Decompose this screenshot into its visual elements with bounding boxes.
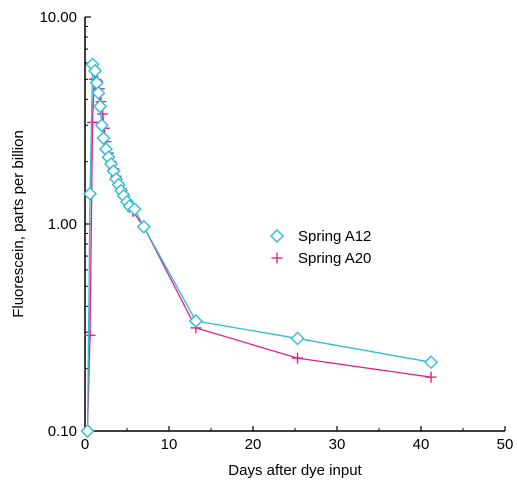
data-point-spring-a20 bbox=[292, 352, 304, 364]
data-point-spring-a12 bbox=[93, 99, 108, 114]
data-point-spring-a12 bbox=[91, 85, 106, 100]
x-tick-label: 50 bbox=[497, 436, 514, 453]
x-axis-title: Days after dye input bbox=[228, 462, 362, 479]
data-point-spring-a20 bbox=[84, 329, 96, 341]
series-layer bbox=[80, 57, 439, 438]
series-line-spring-a12 bbox=[86, 64, 432, 432]
x-axis-ticks: 0 10 20 30 40 50 bbox=[81, 426, 514, 453]
data-point-spring-a12 bbox=[290, 331, 305, 346]
data-point-spring-a12 bbox=[83, 186, 98, 201]
legend-marker-symbol bbox=[271, 252, 283, 264]
legend-label-spring-a20: Spring A20 bbox=[298, 250, 371, 267]
data-point-spring-a12 bbox=[96, 131, 111, 146]
series-line-spring-a20 bbox=[86, 78, 432, 432]
data-point-spring-a20 bbox=[87, 116, 99, 128]
x-tick-label: 0 bbox=[81, 436, 89, 453]
legend-marker-spring-a12 bbox=[270, 229, 284, 243]
x-tick-label: 20 bbox=[245, 436, 262, 453]
data-point-spring-a12 bbox=[94, 118, 109, 133]
legend-marker-symbol bbox=[270, 229, 284, 243]
legend: Spring A12 Spring A20 bbox=[270, 228, 371, 267]
x-tick-label: 30 bbox=[329, 436, 346, 453]
data-point-spring-a20 bbox=[425, 371, 437, 383]
x-tick-label: 40 bbox=[413, 436, 430, 453]
data-point-spring-a12 bbox=[188, 313, 203, 328]
y-axis-ticks: 0.10 1.00 10.00 bbox=[39, 9, 91, 440]
y-axis-title: Fluorescein, parts per billion bbox=[10, 130, 27, 318]
series-spring-a20 bbox=[82, 73, 437, 437]
series-spring-a12 bbox=[80, 57, 439, 438]
data-point-spring-a12 bbox=[127, 202, 142, 217]
legend-label-spring-a12: Spring A12 bbox=[298, 228, 371, 245]
y-tick-label: 10.00 bbox=[39, 9, 77, 26]
legend-marker-spring-a20 bbox=[271, 252, 283, 264]
y-tick-label: 0.10 bbox=[48, 423, 77, 440]
data-point-spring-a12 bbox=[88, 63, 103, 78]
x-tick-label: 10 bbox=[161, 436, 178, 453]
data-point-spring-a12 bbox=[80, 424, 95, 438]
data-point-spring-a12 bbox=[136, 219, 151, 234]
data-point-spring-a12 bbox=[424, 355, 439, 370]
y-tick-label: 1.00 bbox=[48, 216, 77, 233]
